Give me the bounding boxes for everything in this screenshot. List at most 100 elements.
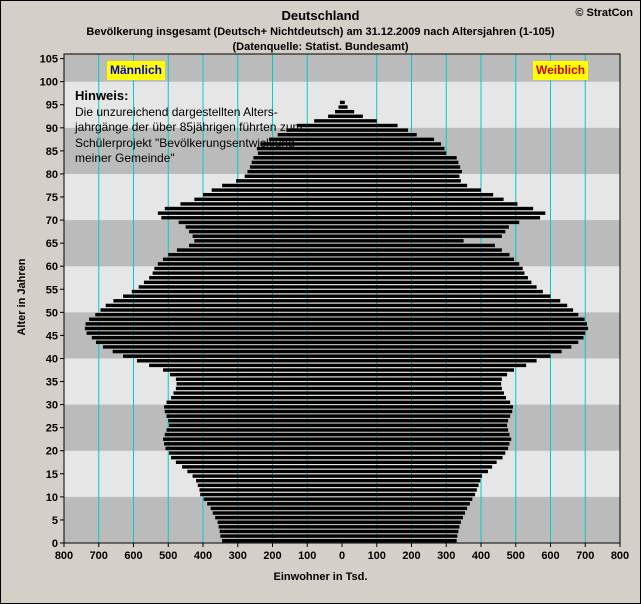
note-line: jahrgänge der über 85jährigen führten zu… [75,120,303,134]
bar-male [200,492,342,497]
bar-female [342,137,435,142]
bar-male [175,460,342,464]
bar-female [342,266,523,271]
bar-male [164,409,342,414]
bar-female [342,359,537,363]
bar-female [342,336,584,340]
bar-male [171,395,342,400]
bar-female [342,460,497,464]
bar-male [123,354,342,358]
bar-female [342,525,460,529]
bar-female [342,133,417,137]
bar-female [342,119,377,123]
bar-male [247,169,342,174]
bar-male [131,289,342,294]
bar-male [260,142,342,146]
legend-male: Männlich [107,61,166,80]
bar-female [342,229,506,234]
bar-male [203,497,342,501]
bar-male [176,382,342,386]
legend-female: Weiblich [533,61,589,80]
bar-male [84,326,342,331]
bar-female [342,165,461,169]
bar-male [164,432,342,437]
bar-female [342,340,579,345]
bar-female [342,216,541,220]
bar-male [154,266,342,271]
bar-female [342,262,520,266]
x-tick-label: 700 [576,550,594,562]
bar-male [95,340,342,345]
bar-male [178,220,342,225]
bar-female [342,202,518,206]
bar-female [342,423,508,428]
y-tick-label: 70 [46,215,58,227]
bar-female [342,520,461,524]
bar-male [189,243,342,248]
bar-male [257,151,342,155]
bar-male [189,229,342,234]
bar-female [342,312,579,317]
bar-female [342,368,515,372]
bar-male [166,414,342,418]
bar-male [138,285,342,289]
bar-male [222,538,342,543]
bar-female [342,156,457,160]
bar-female [342,354,551,358]
bar-male [219,529,342,534]
x-tick-label: 500 [159,550,177,562]
bar-female [342,437,512,441]
bar-female [342,192,494,197]
y-tick-label: 100 [40,77,58,89]
x-tick-label: 400 [194,550,212,562]
y-tick-label: 0 [52,538,58,550]
bar-male [164,442,342,446]
bar-male [277,133,342,137]
bar-female [342,299,561,303]
bar-male [176,248,342,252]
bar-male [217,520,342,524]
bar-male [192,234,342,238]
bar-female [342,294,551,298]
bar-female [342,100,345,105]
bar-male [161,216,342,220]
bar-female [342,257,515,261]
bar-female [342,391,504,395]
bar-female [342,409,513,414]
y-tick-label: 20 [46,446,58,458]
bar-male [253,156,342,160]
bar-male [196,479,342,483]
bar-female [342,502,470,506]
y-tick-label: 65 [46,238,58,250]
bar-male [296,123,342,128]
bar-male [338,105,342,109]
bar-female [342,114,363,118]
bar-female [342,428,509,432]
bar-female [342,109,355,114]
y-tick-label: 80 [46,169,58,181]
y-tick-label: 15 [46,469,58,481]
bar-female [342,151,447,155]
bar-male [220,534,342,538]
bar-male [105,303,342,308]
bar-male [199,488,342,492]
x-tick-label: 500 [507,550,525,562]
x-tick-label: 400 [472,550,490,562]
bar-female [342,414,511,418]
bar-female [342,479,481,483]
bar-female [342,446,509,451]
y-tick-label: 75 [46,192,58,204]
bar-female [342,442,510,446]
bar-male [210,506,342,511]
x-tick-label: 700 [90,550,108,562]
bar-male [163,257,342,261]
bar-female [342,128,409,132]
bar-male [164,405,342,409]
bar-female [342,326,589,331]
bar-male [168,419,342,423]
bar-male [168,451,342,455]
bar-male [314,119,342,123]
chart-source: (Datenquelle: Statist. Bundesamt) [232,41,409,53]
bar-female [342,234,502,238]
